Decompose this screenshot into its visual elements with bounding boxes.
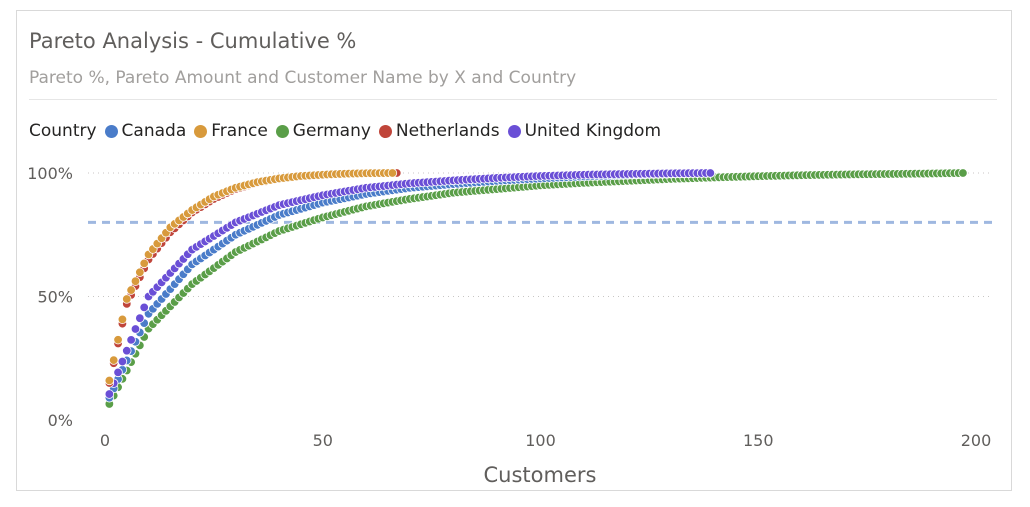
legend: Country Canada France Germany Netherland… (29, 121, 669, 141)
data-point-united-kingdom (113, 367, 123, 378)
legend-item-canada[interactable]: Canada (104, 121, 187, 141)
legend-label: Canada (121, 121, 187, 141)
legend-marker-icon (275, 124, 289, 138)
legend-label: France (211, 121, 268, 141)
y-tick-label: 50% (37, 288, 73, 307)
legend-item-netherlands[interactable]: Netherlands (378, 121, 500, 141)
x-tick-label: 150 (743, 431, 774, 450)
chart-subtitle: Pareto %, Pareto Amount and Customer Nam… (29, 68, 577, 88)
x-tick-label: 50 (313, 431, 333, 450)
legend-item-germany[interactable]: Germany (275, 121, 371, 141)
legend-label: Netherlands (395, 121, 500, 141)
header-divider (29, 99, 997, 100)
chart-card: Pareto Analysis - Cumulative % Pareto %,… (16, 10, 1012, 491)
data-point-france (117, 314, 128, 325)
data-point-united-kingdom (104, 389, 115, 399)
x-axis-title: Customers (484, 463, 597, 487)
y-tick-label: 100% (27, 164, 73, 183)
data-point-united-kingdom (130, 324, 141, 334)
data-point-united-kingdom (122, 346, 132, 356)
y-tick-label: 0% (48, 411, 73, 430)
x-tick-label: 100 (525, 431, 556, 450)
legend-label: Germany (292, 121, 371, 141)
data-point-france (126, 285, 136, 295)
chart-title: Pareto Analysis - Cumulative % (29, 29, 357, 53)
data-point-united-kingdom (135, 313, 145, 323)
data-point-france (122, 294, 132, 304)
data-point-france (130, 276, 141, 286)
legend-marker-icon (507, 124, 521, 138)
data-point-france (139, 258, 149, 269)
legend-label: United Kingdom (524, 121, 662, 141)
data-point-united-kingdom (117, 356, 128, 367)
legend-marker-icon (104, 124, 118, 138)
data-point-united-kingdom (139, 302, 149, 313)
data-point-france (109, 355, 119, 365)
x-tick-label: 0 (100, 431, 110, 450)
data-point-united-kingdom (705, 168, 716, 178)
legend-item-united-kingdom[interactable]: United Kingdom (507, 121, 662, 141)
data-point-france (113, 335, 123, 345)
data-point-france (135, 267, 145, 277)
legend-marker-icon (378, 124, 392, 138)
data-point-france (387, 168, 398, 178)
data-point-germany (958, 168, 968, 178)
data-point-france (104, 375, 115, 386)
legend-title: Country (29, 121, 97, 141)
legend-item-france[interactable]: France (194, 121, 268, 141)
legend-marker-icon (194, 124, 208, 138)
x-tick-label: 200 (961, 431, 992, 450)
data-point-united-kingdom (126, 335, 136, 345)
